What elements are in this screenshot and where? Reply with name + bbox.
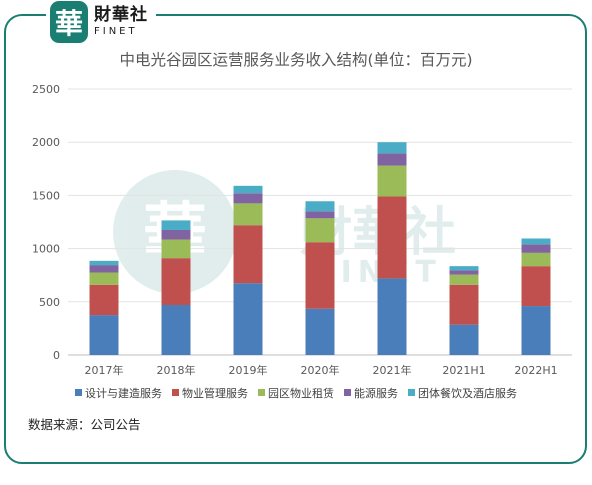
bar-segment bbox=[449, 266, 479, 271]
bar-segment bbox=[449, 274, 479, 285]
bar-segment bbox=[89, 284, 119, 316]
bar-segment bbox=[233, 185, 263, 194]
data-source-note: 数据来源：公司公告 bbox=[28, 417, 141, 432]
x-tick-label: 2021H1 bbox=[442, 364, 485, 377]
legend: 设计与建造服务 物业管理服务 园区物业租赁 能源服务 团体餐饮及酒店服务 bbox=[75, 386, 517, 400]
bar-segment bbox=[377, 165, 407, 197]
bar-segment bbox=[305, 308, 335, 355]
brand-logo: 華 財華社 FINET bbox=[46, 0, 156, 44]
bar-segment bbox=[521, 306, 551, 355]
legend-label: 能源服务 bbox=[354, 386, 398, 400]
brand-mark-icon: 華 bbox=[50, 1, 88, 43]
x-tick-label: 2017年 bbox=[85, 363, 124, 377]
bar-segment bbox=[377, 278, 407, 355]
bar-segment bbox=[377, 153, 407, 166]
x-tick-label: 2019年 bbox=[229, 363, 268, 377]
bar-segment bbox=[161, 304, 191, 355]
bar-segment bbox=[233, 193, 263, 204]
y-tick-label: 500 bbox=[39, 296, 60, 309]
legend-item: 物业管理服务 bbox=[172, 386, 248, 400]
x-axis: 2017年 2018年 2019年 2020年 2021年 2021H1 2022H1 bbox=[85, 363, 558, 377]
bar-segment bbox=[521, 266, 551, 307]
bar-segment bbox=[233, 283, 263, 355]
bar-segment bbox=[521, 238, 551, 245]
legend-swatch bbox=[258, 389, 265, 396]
x-tick-label: 2022H1 bbox=[514, 364, 557, 377]
bar-segment bbox=[305, 201, 335, 212]
bar-segment bbox=[89, 265, 119, 273]
bar-segment bbox=[233, 203, 263, 226]
legend-swatch bbox=[408, 389, 415, 396]
bar-segment bbox=[89, 315, 119, 355]
bar-segment bbox=[521, 244, 551, 253]
y-tick-label: 1000 bbox=[32, 243, 60, 256]
brand-name-en: FINET bbox=[94, 26, 138, 37]
bar-segment bbox=[377, 196, 407, 279]
legend-item: 园区物业租赁 bbox=[258, 386, 334, 400]
legend-label: 园区物业租赁 bbox=[268, 386, 334, 400]
bar-segment bbox=[305, 211, 335, 219]
x-tick-label: 2021年 bbox=[373, 363, 412, 377]
y-tick-label: 1500 bbox=[32, 189, 60, 202]
bar-segment bbox=[161, 239, 191, 259]
chart-title: 中电光谷园区运营服务业务收入结构(单位：百万元) bbox=[119, 51, 472, 69]
legend-swatch bbox=[75, 389, 82, 396]
bar-segment bbox=[305, 218, 335, 243]
x-tick-label: 2018年 bbox=[157, 363, 196, 377]
brand-name-cn: 財華社 bbox=[94, 5, 148, 25]
legend-swatch bbox=[172, 389, 179, 396]
bars bbox=[89, 142, 551, 355]
bar-segment bbox=[377, 142, 407, 154]
y-tick-label: 0 bbox=[53, 349, 60, 362]
y-tick-label: 2500 bbox=[32, 83, 60, 96]
y-tick-label: 2000 bbox=[32, 136, 60, 149]
legend-item: 团体餐饮及酒店服务 bbox=[408, 386, 517, 400]
bar-segment bbox=[233, 225, 263, 284]
y-axis: 0 500 1000 1500 2000 2500 bbox=[32, 83, 60, 362]
legend-item: 设计与建造服务 bbox=[75, 386, 162, 400]
bar-segment bbox=[449, 270, 479, 275]
bar-segment bbox=[521, 252, 551, 267]
legend-item: 能源服务 bbox=[344, 386, 398, 400]
bar-segment bbox=[89, 272, 119, 285]
bar-segment bbox=[161, 229, 191, 240]
bar-segment bbox=[161, 220, 191, 230]
x-tick-label: 2020年 bbox=[301, 363, 340, 377]
bar-segment bbox=[161, 258, 191, 305]
bar-segment bbox=[449, 324, 479, 355]
bar-segment bbox=[89, 260, 119, 266]
brand-text: 財華社 FINET bbox=[94, 7, 148, 37]
legend-label: 设计与建造服务 bbox=[85, 386, 162, 400]
bar-segment bbox=[305, 242, 335, 309]
bar-segment bbox=[449, 284, 479, 325]
legend-swatch bbox=[344, 389, 351, 396]
legend-label: 物业管理服务 bbox=[182, 386, 248, 400]
legend-label: 团体餐饮及酒店服务 bbox=[418, 386, 517, 400]
